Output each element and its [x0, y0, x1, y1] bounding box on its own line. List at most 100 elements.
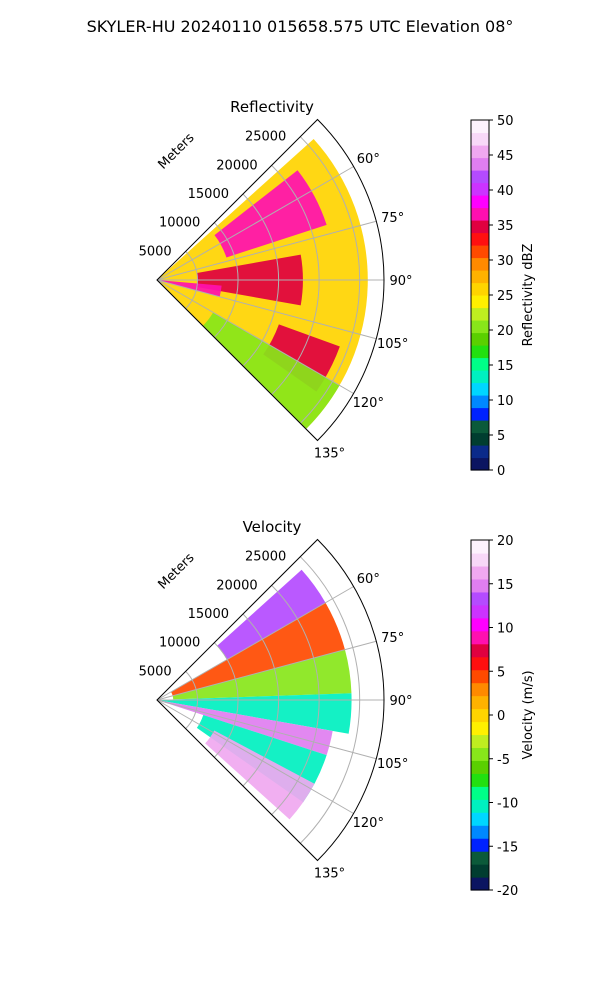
colorbar-tick-label: -5	[497, 753, 510, 768]
radial-tick-label: 10000	[159, 636, 200, 651]
radial-axis-label: Meters	[156, 130, 198, 172]
echo-region	[217, 569, 326, 660]
colorbar-segment	[471, 320, 489, 334]
colorbar-segment	[471, 295, 489, 309]
colorbar-segment	[471, 747, 489, 761]
colorbar-segment	[471, 604, 489, 619]
colorbar-segment	[471, 332, 489, 346]
figure-suptitle: SKYLER-HU 20240110 015658.575 UTC Elevat…	[87, 17, 514, 36]
angle-tick-label: 135°	[314, 447, 345, 462]
radial-axis-label: Meters	[156, 550, 198, 592]
colorbar-segment	[471, 669, 489, 684]
colorbar-tick-label: 45	[497, 149, 514, 164]
azimuth-spoke	[156, 166, 354, 281]
colorbar-segment	[471, 307, 489, 321]
echo-region	[214, 170, 327, 258]
colorbar-segment	[471, 457, 489, 471]
colorbar-tick-label: 0	[497, 464, 505, 479]
colorbar-segment	[471, 552, 489, 567]
echo-region	[172, 649, 352, 700]
panel-title: Velocity	[243, 518, 302, 536]
colorbar-segment	[471, 345, 489, 359]
colorbar-segment	[471, 232, 489, 246]
colorbar-tick-label: 35	[497, 219, 514, 234]
azimuth-spoke	[156, 220, 377, 281]
azimuth-spoke	[156, 279, 377, 340]
colorbar-segment	[471, 382, 489, 396]
colorbar-segment	[471, 760, 489, 774]
colorbar-segment	[471, 630, 489, 645]
colorbar-tick-label: 50	[497, 114, 514, 129]
radial-tick-label: 25000	[245, 550, 286, 565]
colorbar-segment	[471, 838, 489, 852]
colorbar-tick-label: -20	[497, 884, 518, 899]
colorbar-segment	[471, 799, 489, 813]
angle-tick-label: 75°	[381, 631, 404, 646]
colorbar-tick-label: 5	[497, 665, 505, 680]
colorbar-segment	[471, 682, 489, 697]
azimuth-spoke	[156, 279, 354, 394]
azimuth-spoke	[156, 699, 354, 814]
angle-tick-label: 120°	[353, 816, 384, 831]
radar-panel-velocity: Velocity 5000 10000 15000 20000 25000 Meters 60…	[139, 518, 536, 899]
colorbar-tick-label: 40	[497, 184, 514, 199]
colorbar-segment	[471, 591, 489, 606]
colorbar-segment	[471, 864, 489, 878]
colorbar-segment	[471, 617, 489, 632]
colorbar-segment	[471, 643, 489, 658]
radial-tick-label: 15000	[188, 187, 229, 202]
radar-panel-reflectivity: Reflectivity 5000 10000 15000 20000 25000 Mete…	[139, 98, 536, 479]
colorbar-tick-label: 15	[497, 578, 514, 593]
azimuth-spoke	[156, 640, 377, 701]
colorbar-segment	[471, 540, 489, 554]
colorbar-segment	[471, 445, 489, 459]
colorbar-segment	[471, 395, 489, 409]
colorbar-tick-label: 15	[497, 359, 514, 374]
radial-tick-label: 5000	[139, 664, 172, 679]
colorbar-segment	[471, 721, 489, 736]
sector-outline	[156, 538, 385, 862]
colorbar: 0 5 10 15 20 25 30 35 40 45 50 Reflectivity dBZ	[470, 114, 536, 479]
colorbar-segment	[471, 773, 489, 787]
colorbar-segment	[471, 282, 489, 296]
colorbar-segment	[471, 851, 489, 865]
colorbar-segment	[471, 407, 489, 421]
angle-tick-label: 90°	[389, 694, 412, 709]
radial-tick-label: 20000	[216, 578, 257, 593]
colorbar-segment	[471, 120, 489, 134]
colorbar-segment	[471, 786, 489, 800]
angle-tick-label: 75°	[381, 211, 404, 226]
colorbar-segment	[471, 578, 489, 593]
colorbar-segment	[471, 245, 489, 259]
radial-tick-label: 25000	[245, 130, 286, 145]
radial-tick-label: 10000	[159, 216, 200, 231]
colorbar-segment	[471, 195, 489, 209]
sector-outline	[156, 118, 385, 442]
angle-tick-label: 60°	[357, 572, 380, 587]
angle-tick-label: 60°	[357, 152, 380, 167]
colorbar-segment	[471, 695, 489, 710]
radial-tick-label: 5000	[139, 244, 172, 259]
colorbar-segment	[471, 812, 489, 826]
colorbar-segment	[471, 734, 489, 749]
colorbar-label: Velocity (m/s)	[521, 670, 536, 759]
azimuth-spoke	[156, 586, 354, 701]
radial-tick-label: 20000	[216, 158, 257, 173]
colorbar-tick-label: 10	[497, 622, 514, 637]
echo-region	[157, 693, 352, 734]
colorbar-segment	[471, 357, 489, 371]
colorbar-tick-label: 25	[497, 289, 514, 304]
angle-tick-label: 90°	[389, 274, 412, 289]
colorbar-tick-label: 0	[497, 709, 505, 724]
colorbar-segment	[471, 182, 489, 196]
angle-tick-label: 105°	[377, 337, 408, 352]
echo-region	[202, 312, 340, 430]
angle-tick-label: 120°	[353, 396, 384, 411]
colorbar-segment	[471, 157, 489, 171]
colorbar-segment	[471, 877, 489, 891]
colorbar-tick-label: -10	[497, 797, 518, 812]
colorbar-tick-label: 30	[497, 254, 514, 269]
colorbar-segment	[471, 170, 489, 184]
colorbar-segment	[471, 132, 489, 146]
colorbar-tick-label: 10	[497, 394, 514, 409]
